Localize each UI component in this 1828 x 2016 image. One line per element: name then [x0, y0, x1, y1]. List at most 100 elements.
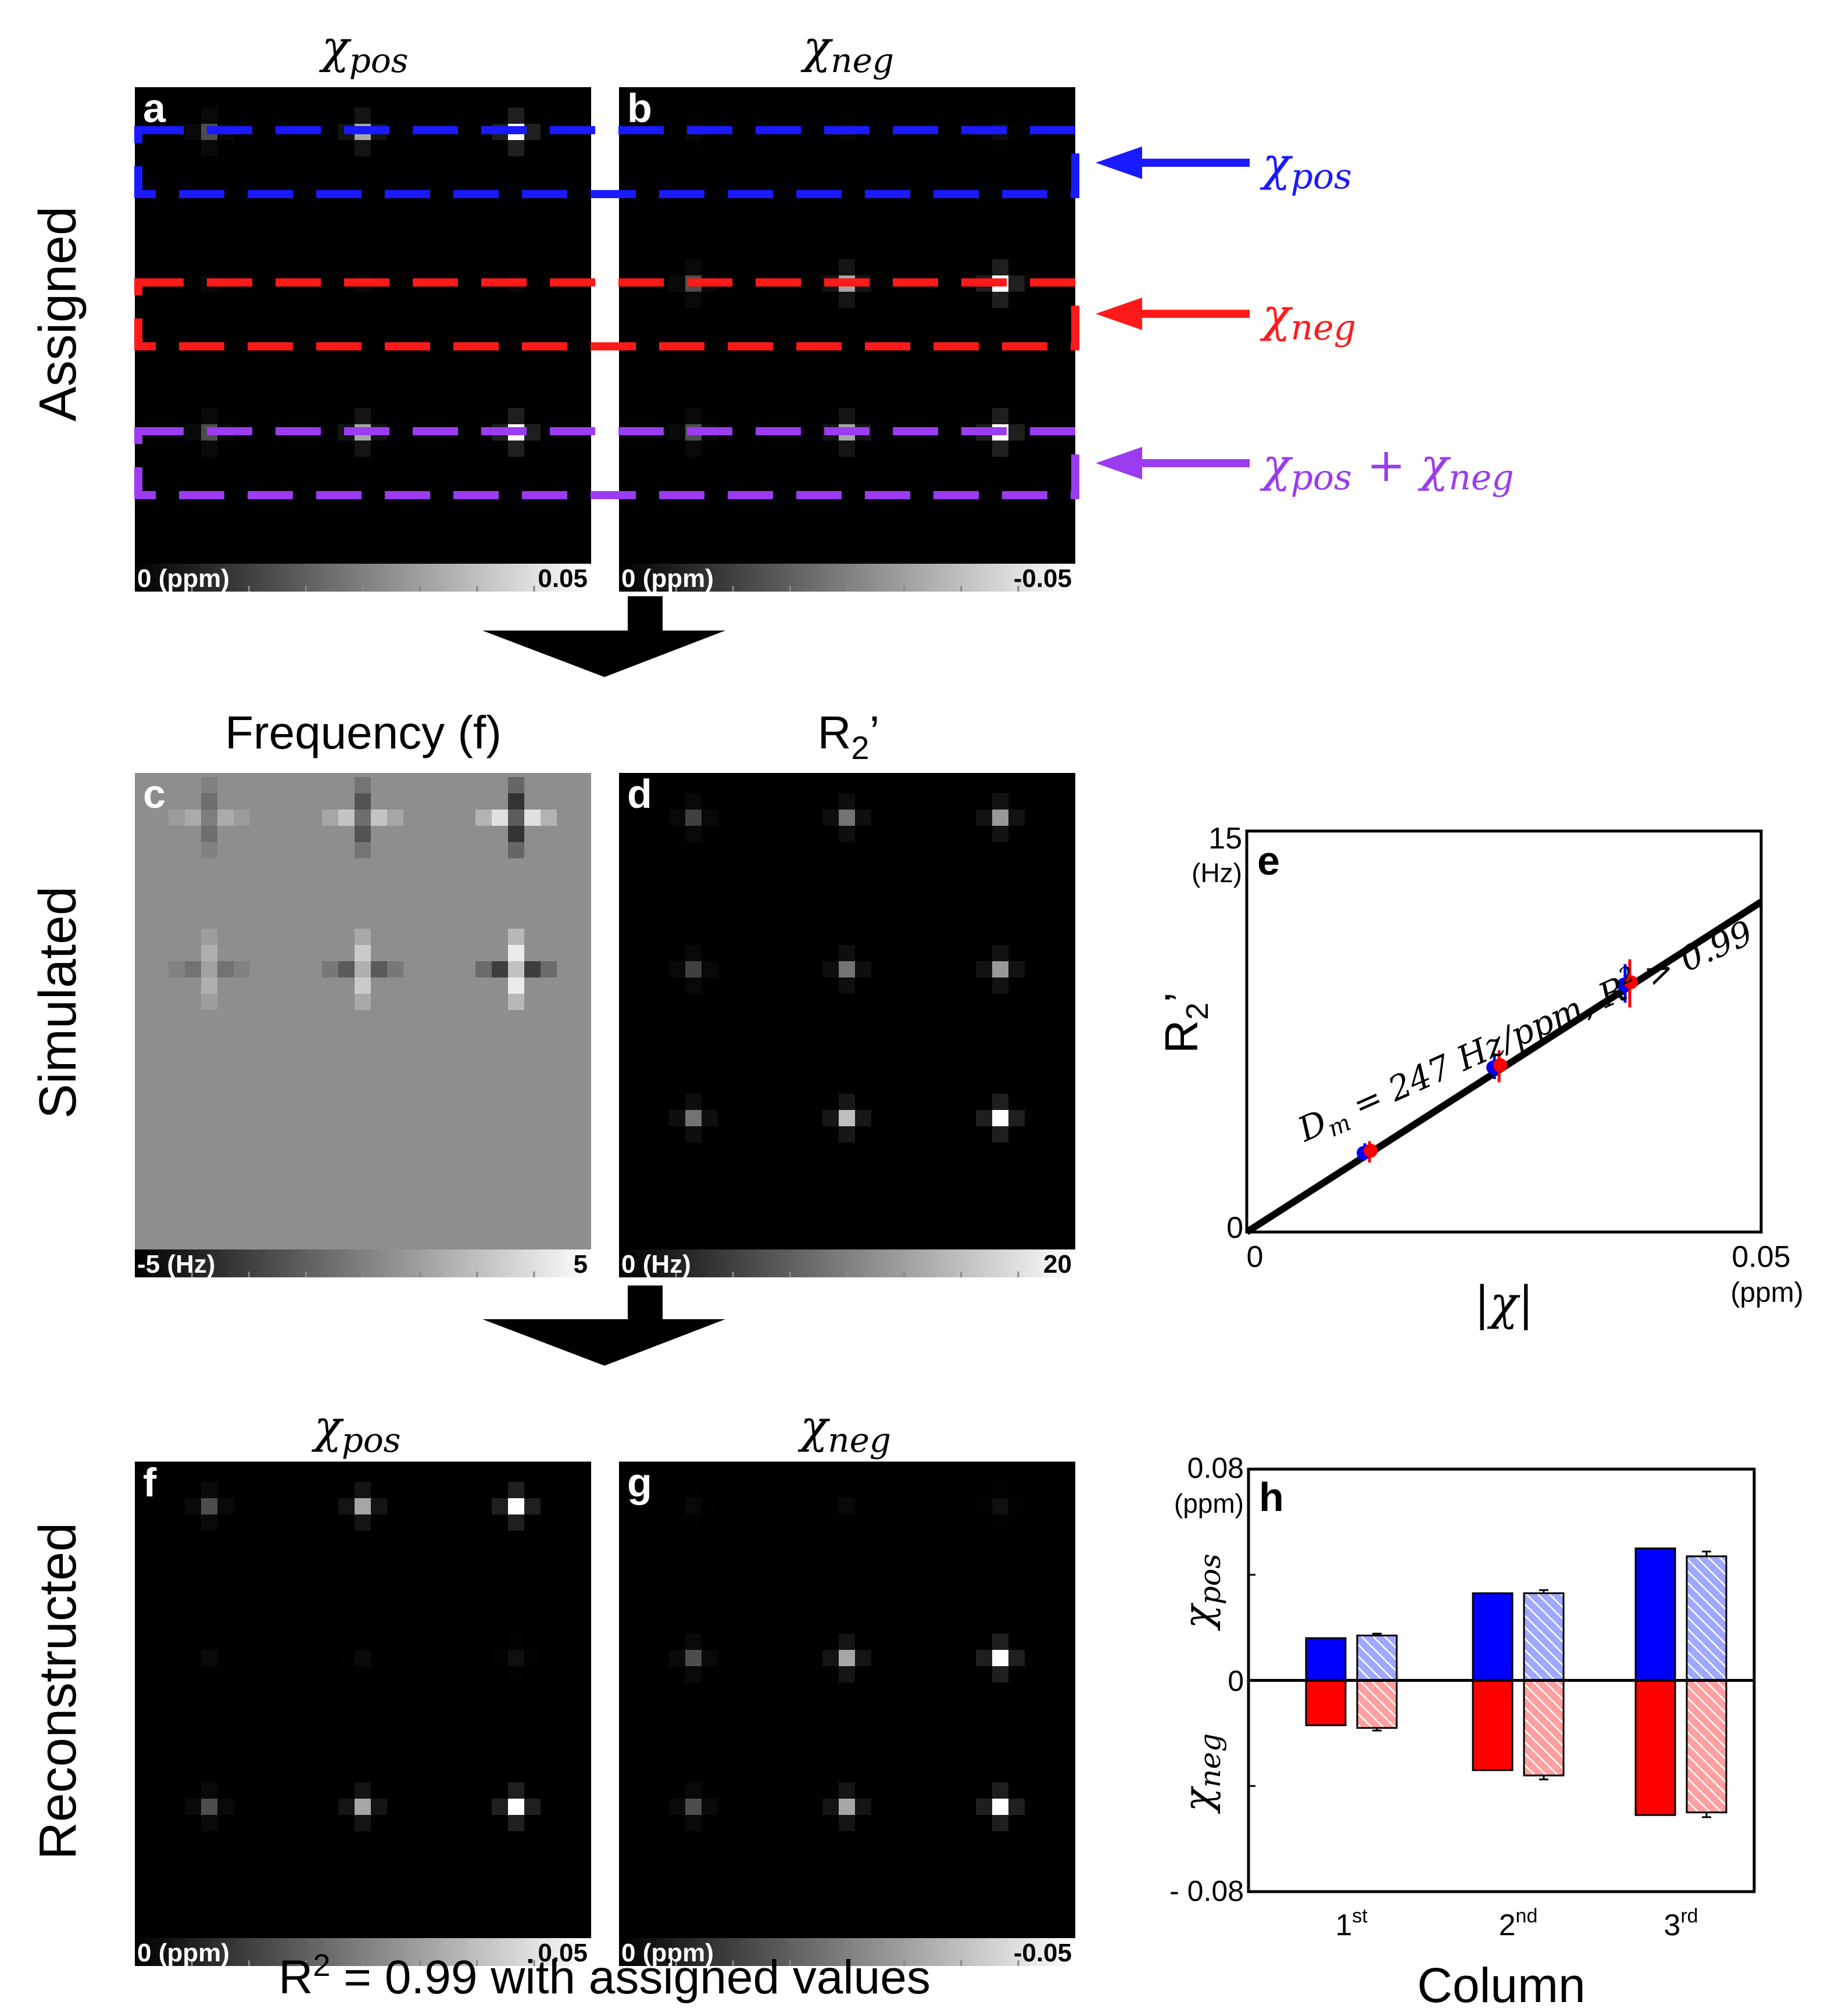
title-g-sub: neg [828, 1420, 891, 1460]
map-voxel-halo [508, 1634, 524, 1650]
x-tick-base: 2 [1499, 1908, 1516, 1942]
map-voxel-halo [201, 1482, 217, 1498]
frequency-voxel [355, 777, 371, 793]
map-voxel [201, 1498, 217, 1514]
map-voxel [839, 1110, 855, 1126]
y-axis-label-neg-chi: χ [1176, 1786, 1222, 1814]
map-voxel [992, 1110, 1008, 1126]
title-d-main: R [818, 707, 852, 758]
map-voxel-halo [508, 108, 524, 124]
map-voxel-halo [839, 408, 855, 424]
map-voxel-halo [185, 275, 201, 292]
map-voxel-halo [702, 1110, 718, 1126]
map-voxel [992, 1498, 1008, 1514]
frequency-voxel [508, 945, 524, 961]
bar [1634, 1680, 1676, 1816]
legend-pos: χpos [1260, 137, 1352, 197]
map-voxel [839, 810, 855, 826]
map-voxel-halo [508, 292, 524, 308]
map-voxel-halo [992, 1514, 1008, 1531]
map-voxel-halo [992, 826, 1008, 842]
frequency-voxel [355, 793, 371, 810]
map-voxel-halo [1008, 275, 1025, 292]
frequency-voxel [541, 961, 557, 977]
map-voxel-halo [992, 140, 1008, 156]
map-voxel-halo [1008, 1498, 1025, 1514]
frequency-voxel [508, 810, 524, 826]
map-voxel-halo [992, 1126, 1008, 1143]
map-voxel-halo [685, 945, 702, 961]
down-arrow-1 [482, 596, 725, 677]
x-tick-suffix: nd [1516, 1905, 1538, 1927]
legend-pos-sub: pos [1290, 156, 1351, 197]
colorbar-max-label: 20 [1043, 1250, 1072, 1279]
frequency-voxel [201, 977, 217, 994]
map-voxel-halo [839, 977, 855, 994]
map-voxel-halo [1008, 424, 1025, 441]
title-a-sub: pos [349, 41, 409, 80]
title-a: χpos [319, 22, 408, 80]
map-voxel-halo [992, 945, 1008, 961]
frequency-voxel [201, 961, 217, 977]
map-voxel-halo [992, 108, 1008, 124]
map-voxel-halo [702, 1498, 718, 1514]
frequency-voxel [201, 826, 217, 842]
map-voxel-halo [217, 1650, 234, 1666]
map-background [619, 1462, 1075, 1938]
data-point-red [1623, 975, 1638, 990]
frequency-voxel [355, 945, 371, 961]
frequency-voxel [185, 810, 201, 826]
map-voxel-halo [685, 140, 702, 156]
bar [1472, 1680, 1514, 1771]
row-label-assigned: Assigned [29, 206, 87, 421]
y-axis-label-neg-sub: neg [1193, 1733, 1227, 1788]
frequency-voxel [541, 810, 557, 826]
map-voxel-halo [1008, 1799, 1025, 1815]
map-voxel-halo [371, 1799, 387, 1815]
y-axis-label-prime: ’ [1156, 992, 1207, 1002]
frequency-voxel [234, 810, 250, 826]
frequency-voxel [508, 842, 524, 858]
map-voxel-halo [355, 1782, 371, 1799]
colorbar-min-label: -5 (Hz) [137, 1250, 215, 1279]
y-axis-label-main: R [1156, 1020, 1207, 1054]
map-voxel [839, 1650, 855, 1666]
map-voxel-halo [508, 140, 524, 156]
map-voxel [355, 1650, 371, 1666]
map-voxel-halo [508, 1782, 524, 1799]
map-voxel-halo [685, 259, 702, 275]
dashed-boxes [134, 126, 1079, 499]
map-voxel-halo [201, 292, 217, 308]
title-c: Frequency (f) [225, 707, 502, 758]
y-tick-zero: 0 [1228, 1665, 1244, 1698]
frequency-voxel [201, 793, 217, 810]
y-unit: (Hz) [1192, 858, 1242, 888]
map-voxel-halo [992, 292, 1008, 308]
bar [1305, 1680, 1347, 1727]
frequency-voxel [475, 810, 492, 826]
map-voxel-halo [992, 1815, 1008, 1831]
y-axis-label-pos-chi: χ [1176, 1603, 1222, 1631]
bar [1356, 1680, 1398, 1729]
colorbar-min-label: 0 (ppm) [137, 564, 230, 593]
map-voxel-halo [839, 826, 855, 842]
title-g: χneg [797, 1401, 891, 1460]
frequency-voxel [492, 961, 508, 977]
map-voxel-halo [492, 1799, 508, 1815]
map-voxel-halo [992, 793, 1008, 810]
map-voxel-halo [1008, 1110, 1025, 1126]
x-tick-min: 0 [1247, 1240, 1264, 1274]
y-axis-label: R2’ [1156, 992, 1215, 1054]
title-d-sub: 2 [851, 729, 869, 766]
map-voxel-halo [685, 793, 702, 810]
map-voxel [355, 1799, 371, 1815]
map-voxel-halo [355, 1815, 371, 1831]
map-voxel-halo [992, 1782, 1008, 1799]
map-voxel [685, 1799, 702, 1815]
map-voxel-halo [685, 1815, 702, 1831]
title-a-chi: χ [319, 22, 352, 74]
map-voxel-halo [338, 1650, 355, 1666]
frequency-voxel [355, 810, 371, 826]
panel-g-image: 0 (ppm) -0.05 g [619, 1460, 1075, 1967]
map-voxel [508, 1498, 524, 1514]
